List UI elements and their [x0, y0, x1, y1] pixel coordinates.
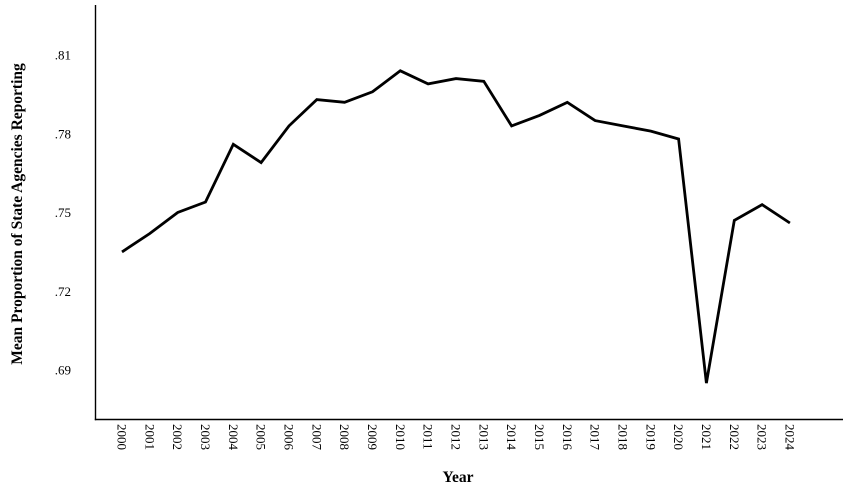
y-axis-title: Mean Proportion of State Agencies Report… — [9, 63, 26, 365]
x-tick-label: 2007 — [309, 424, 324, 451]
x-tick-label: 2019 — [643, 424, 658, 450]
x-tick-label: 2017 — [588, 424, 603, 451]
y-tick-label: .69 — [55, 363, 71, 378]
x-tick-label: 2023 — [755, 424, 770, 450]
x-tick-label: 2010 — [393, 424, 408, 450]
x-tick-label: 2003 — [198, 424, 213, 450]
x-axis-tick-labels: 2000 2001 2002 2003 2004 2005 2006 2007 2008 2009… — [115, 424, 798, 451]
x-tick-label: 2006 — [282, 424, 297, 451]
x-tick-label: 2014 — [504, 424, 519, 451]
x-tick-label: 2008 — [337, 424, 352, 450]
x-tick-label: 2016 — [560, 424, 575, 451]
y-tick-label: .72 — [55, 284, 71, 299]
x-tick-label: 2022 — [727, 424, 742, 450]
data-line-series — [121, 69, 791, 384]
x-axis-title: Year — [443, 469, 474, 486]
y-tick-label: .81 — [55, 48, 71, 63]
x-tick-label: 2012 — [449, 424, 464, 450]
x-tick-label: 2009 — [365, 424, 380, 450]
x-tick-label: 2001 — [142, 424, 157, 450]
y-tick-label: .75 — [55, 205, 71, 220]
x-tick-label: 2021 — [699, 424, 714, 450]
x-tick-label: 2005 — [254, 424, 269, 450]
x-tick-label: 2018 — [615, 424, 630, 450]
x-tick-label: 2020 — [671, 424, 686, 450]
x-tick-label: 2013 — [476, 424, 491, 450]
x-tick-label: 2002 — [170, 424, 185, 450]
x-tick-label: 2004 — [226, 424, 241, 451]
y-tick-label: .78 — [55, 126, 71, 141]
y-axis-tick-labels: .69 .72 .75 .78 .81 — [55, 48, 71, 378]
x-tick-label: 2024 — [782, 424, 797, 451]
x-tick-label: 2011 — [421, 424, 436, 450]
x-tick-label: 2015 — [532, 424, 547, 450]
x-tick-label: 2000 — [115, 424, 130, 450]
